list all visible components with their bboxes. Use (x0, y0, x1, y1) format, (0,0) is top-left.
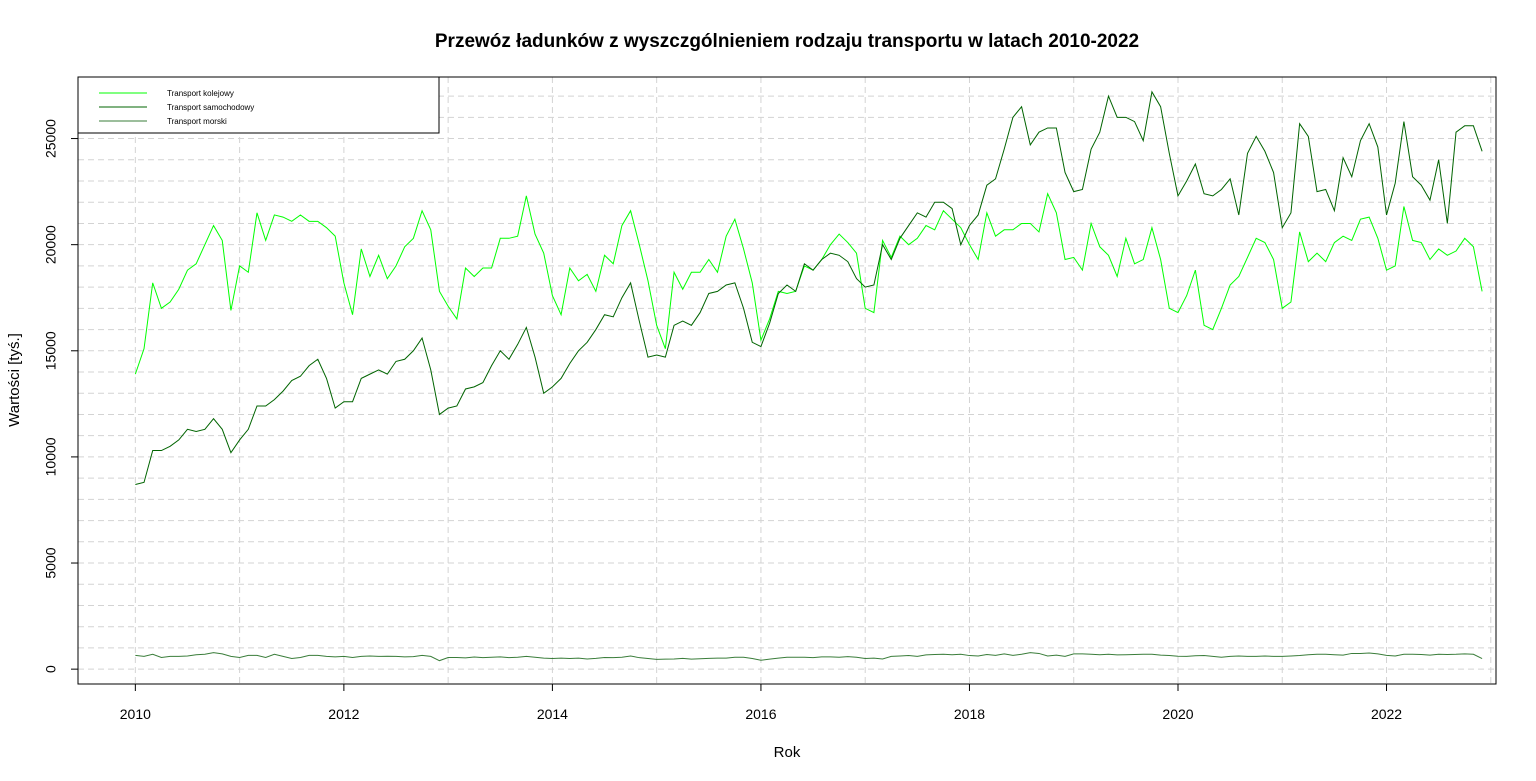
series-line-3 (135, 652, 1483, 662)
axes: 2010 2012 2014 2016 2018 2020 2022 0 5000 10000 15… (43, 119, 1403, 722)
series-line-1 (134, 192, 1483, 375)
x-tick-label: 2020 (1162, 706, 1193, 722)
chart-title: Przewóz ładunków z wyszczgólnieniem rodz… (435, 31, 1139, 52)
y-axis-label: Wartości [tyś.] (6, 333, 23, 427)
x-tick-label: 2010 (120, 706, 151, 722)
x-tick-label: 2018 (954, 706, 985, 722)
series-line-2 (135, 90, 1483, 485)
y-tick-label: 25000 (43, 119, 59, 158)
y-tick-label: 0 (43, 665, 59, 673)
x-tick-label: 2014 (537, 706, 568, 722)
legend: Transport kolejowy Transport samochodowy… (77, 76, 440, 134)
legend-label-kolejowy: Transport kolejowy (167, 89, 234, 98)
y-tick-label: 15000 (43, 331, 59, 370)
x-tick-label: 2016 (745, 706, 776, 722)
series-lines (134, 90, 1483, 662)
y-tick-label: 20000 (43, 225, 59, 264)
plot-area-frame (77, 76, 1497, 685)
legend-label-samochodowy: Transport samochodowy (167, 103, 254, 112)
legend-box (77, 76, 440, 134)
grid (78, 77, 1496, 684)
x-axis-label: Rok (774, 744, 801, 761)
x-tick-label: 2012 (328, 706, 359, 722)
y-tick-label: 5000 (43, 547, 59, 578)
x-tick-label: 2022 (1371, 706, 1402, 722)
y-tick-label: 10000 (43, 437, 59, 476)
legend-label-morski: Transport morski (167, 117, 227, 126)
